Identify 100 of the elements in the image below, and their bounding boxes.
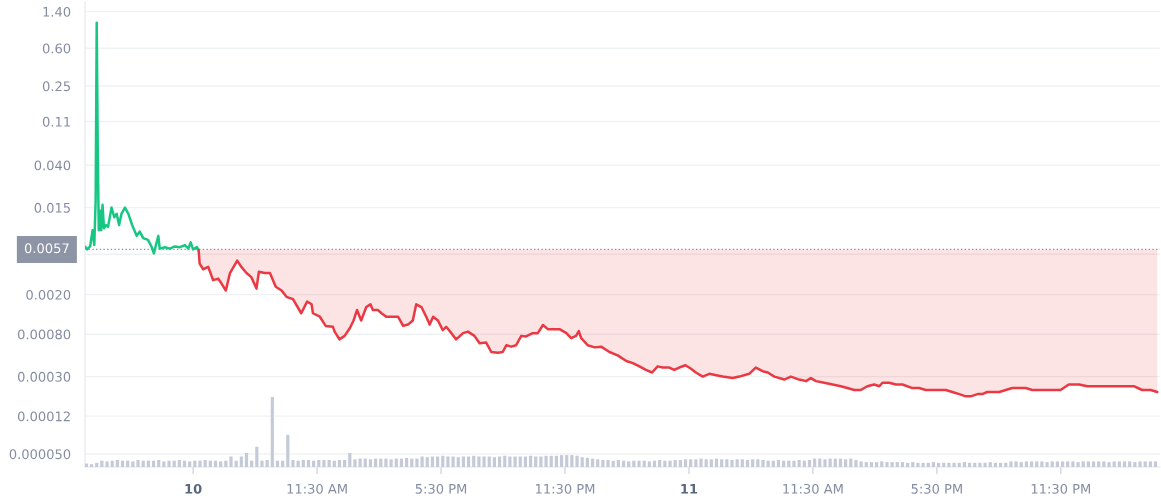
y-tick-label: 1.40 — [43, 6, 71, 17]
bar — [219, 461, 223, 467]
bar — [993, 462, 998, 467]
bar — [869, 462, 874, 467]
bar — [580, 457, 584, 467]
bar — [425, 457, 429, 467]
bar — [549, 455, 553, 467]
bar — [1112, 461, 1116, 467]
bar — [265, 460, 269, 467]
bar — [559, 455, 564, 467]
bar — [890, 462, 894, 467]
bar — [766, 460, 770, 467]
bar — [601, 460, 605, 467]
y-tick-label: 0.60 — [42, 43, 71, 54]
y-tick-label: 0.11 — [42, 116, 70, 127]
bar — [503, 455, 507, 467]
bar — [1029, 461, 1034, 467]
y-tick-label: 0.0020 — [26, 289, 71, 300]
bar — [926, 462, 930, 467]
bar — [343, 460, 347, 467]
bar — [596, 459, 600, 467]
bar — [177, 460, 181, 467]
bar — [570, 455, 574, 467]
bar — [988, 462, 992, 467]
bar — [1102, 461, 1106, 467]
bar — [229, 456, 233, 467]
bar — [348, 453, 352, 467]
bar — [1055, 461, 1059, 467]
y-tick-label: 0.00030 — [17, 371, 71, 382]
bar — [146, 460, 150, 467]
bar — [1091, 461, 1096, 467]
bar — [286, 434, 290, 467]
bar — [172, 460, 176, 467]
bar — [973, 462, 977, 467]
bar — [720, 459, 724, 467]
bar — [131, 461, 135, 467]
y-tick-label: 0.000050 — [9, 449, 71, 460]
bar — [906, 462, 910, 467]
bar — [281, 460, 285, 467]
bar — [296, 460, 300, 467]
bar — [900, 462, 905, 467]
bar — [472, 455, 476, 467]
bar — [745, 460, 750, 467]
y-tick-label: 0.00080 — [17, 329, 71, 340]
bar — [998, 462, 1003, 467]
bar — [637, 460, 641, 467]
bar — [807, 460, 812, 467]
bar — [1066, 461, 1070, 467]
bar — [85, 463, 88, 467]
bar — [782, 460, 786, 467]
y-tick-label: 0.015 — [34, 202, 70, 213]
bar — [771, 460, 775, 467]
bar — [942, 462, 946, 467]
x-tick-label: 11:30 PM — [535, 483, 595, 494]
bar — [776, 460, 781, 467]
bar — [621, 460, 626, 467]
bar — [1117, 461, 1121, 467]
bar — [1143, 461, 1147, 467]
y-tick-label: 0.25 — [42, 81, 70, 92]
bar — [492, 457, 497, 467]
bar — [534, 456, 538, 467]
bar — [157, 460, 161, 467]
bar — [275, 460, 280, 467]
bar — [208, 460, 212, 467]
bar — [632, 460, 636, 467]
bar — [678, 460, 682, 467]
x-tick-label: 11:30 PM — [1031, 483, 1091, 494]
bar — [466, 456, 471, 467]
bar — [487, 456, 491, 467]
bar — [528, 455, 533, 467]
bar — [611, 460, 615, 467]
bar — [182, 460, 187, 467]
bar — [203, 460, 207, 467]
bar — [658, 460, 662, 467]
y-tick-label: 0.00012 — [17, 411, 70, 422]
bar — [518, 456, 522, 467]
bar — [1040, 461, 1044, 467]
bar — [405, 457, 409, 467]
bar — [931, 462, 936, 467]
bar — [1097, 461, 1101, 467]
bar — [1122, 461, 1127, 467]
bar — [880, 461, 884, 467]
bar — [239, 456, 243, 467]
ref-line-label: 0.0057 — [24, 243, 69, 254]
bar — [120, 460, 125, 467]
bar — [141, 460, 145, 467]
bar — [1035, 461, 1039, 467]
bar — [864, 462, 868, 467]
bar — [1086, 461, 1090, 467]
bar — [554, 455, 558, 467]
bar — [198, 460, 202, 467]
bar — [435, 456, 440, 467]
bar — [389, 459, 393, 467]
bar — [1128, 461, 1132, 467]
bar — [151, 460, 156, 467]
bar — [911, 462, 915, 467]
bar — [957, 462, 961, 467]
bar — [1153, 461, 1158, 467]
bar — [725, 459, 729, 467]
bar — [126, 460, 130, 467]
